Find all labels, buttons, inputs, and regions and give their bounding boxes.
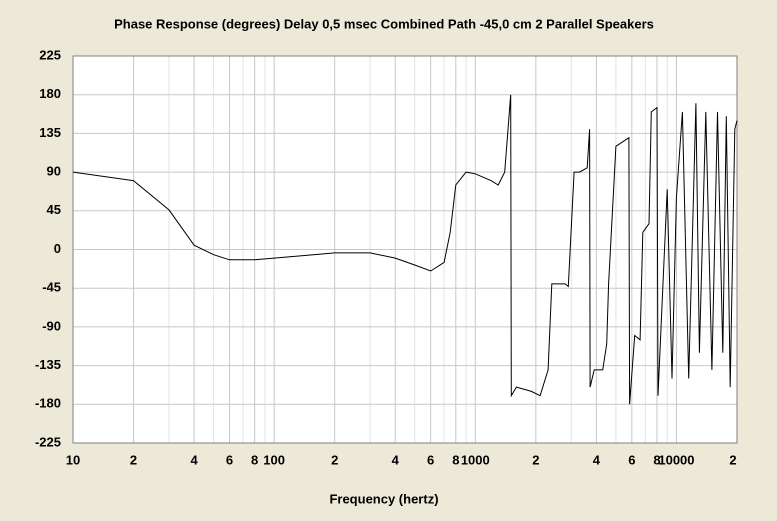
y-tick-label: 135: [39, 125, 61, 140]
y-tick-label: -45: [42, 280, 61, 295]
y-tick-label: 90: [47, 164, 61, 179]
x-tick-label: 2: [729, 452, 736, 467]
x-tick-label: 8: [452, 452, 459, 467]
y-tick-label: 45: [47, 202, 61, 217]
x-tick-label: 6: [226, 452, 233, 467]
x-tick-label: 10000: [658, 452, 694, 467]
x-tick-label: 8: [251, 452, 258, 467]
x-tick-label: 2: [532, 452, 539, 467]
y-tick-label: 0: [54, 241, 61, 256]
y-tick-label: -225: [35, 434, 61, 449]
plot-border: [72, 55, 738, 444]
y-tick-label: -180: [35, 396, 61, 411]
x-tick-label: 1000: [461, 452, 490, 467]
x-axis-label: Frequency (hertz): [329, 491, 438, 506]
x-tick-label: 10: [66, 452, 80, 467]
x-tick-label: 4: [392, 452, 400, 467]
line-series: [72, 94, 738, 405]
x-tick-label: 100: [263, 452, 285, 467]
x-tick-label: 6: [628, 452, 635, 467]
y-tick-label: 225: [39, 47, 61, 62]
y-tick-label: 180: [39, 86, 61, 101]
x-tick-label: 8: [653, 452, 660, 467]
x-tick-label: 2: [130, 452, 137, 467]
y-tick-label: -135: [35, 357, 61, 372]
chart-title: Phase Response (degrees) Delay 0,5 msec …: [114, 16, 654, 31]
x-tick-label: 4: [593, 452, 601, 467]
y-tick-label: -90: [42, 318, 61, 333]
x-tick-label: 2: [331, 452, 338, 467]
x-tick-label: 6: [427, 452, 434, 467]
x-tick-label: 4: [190, 452, 198, 467]
